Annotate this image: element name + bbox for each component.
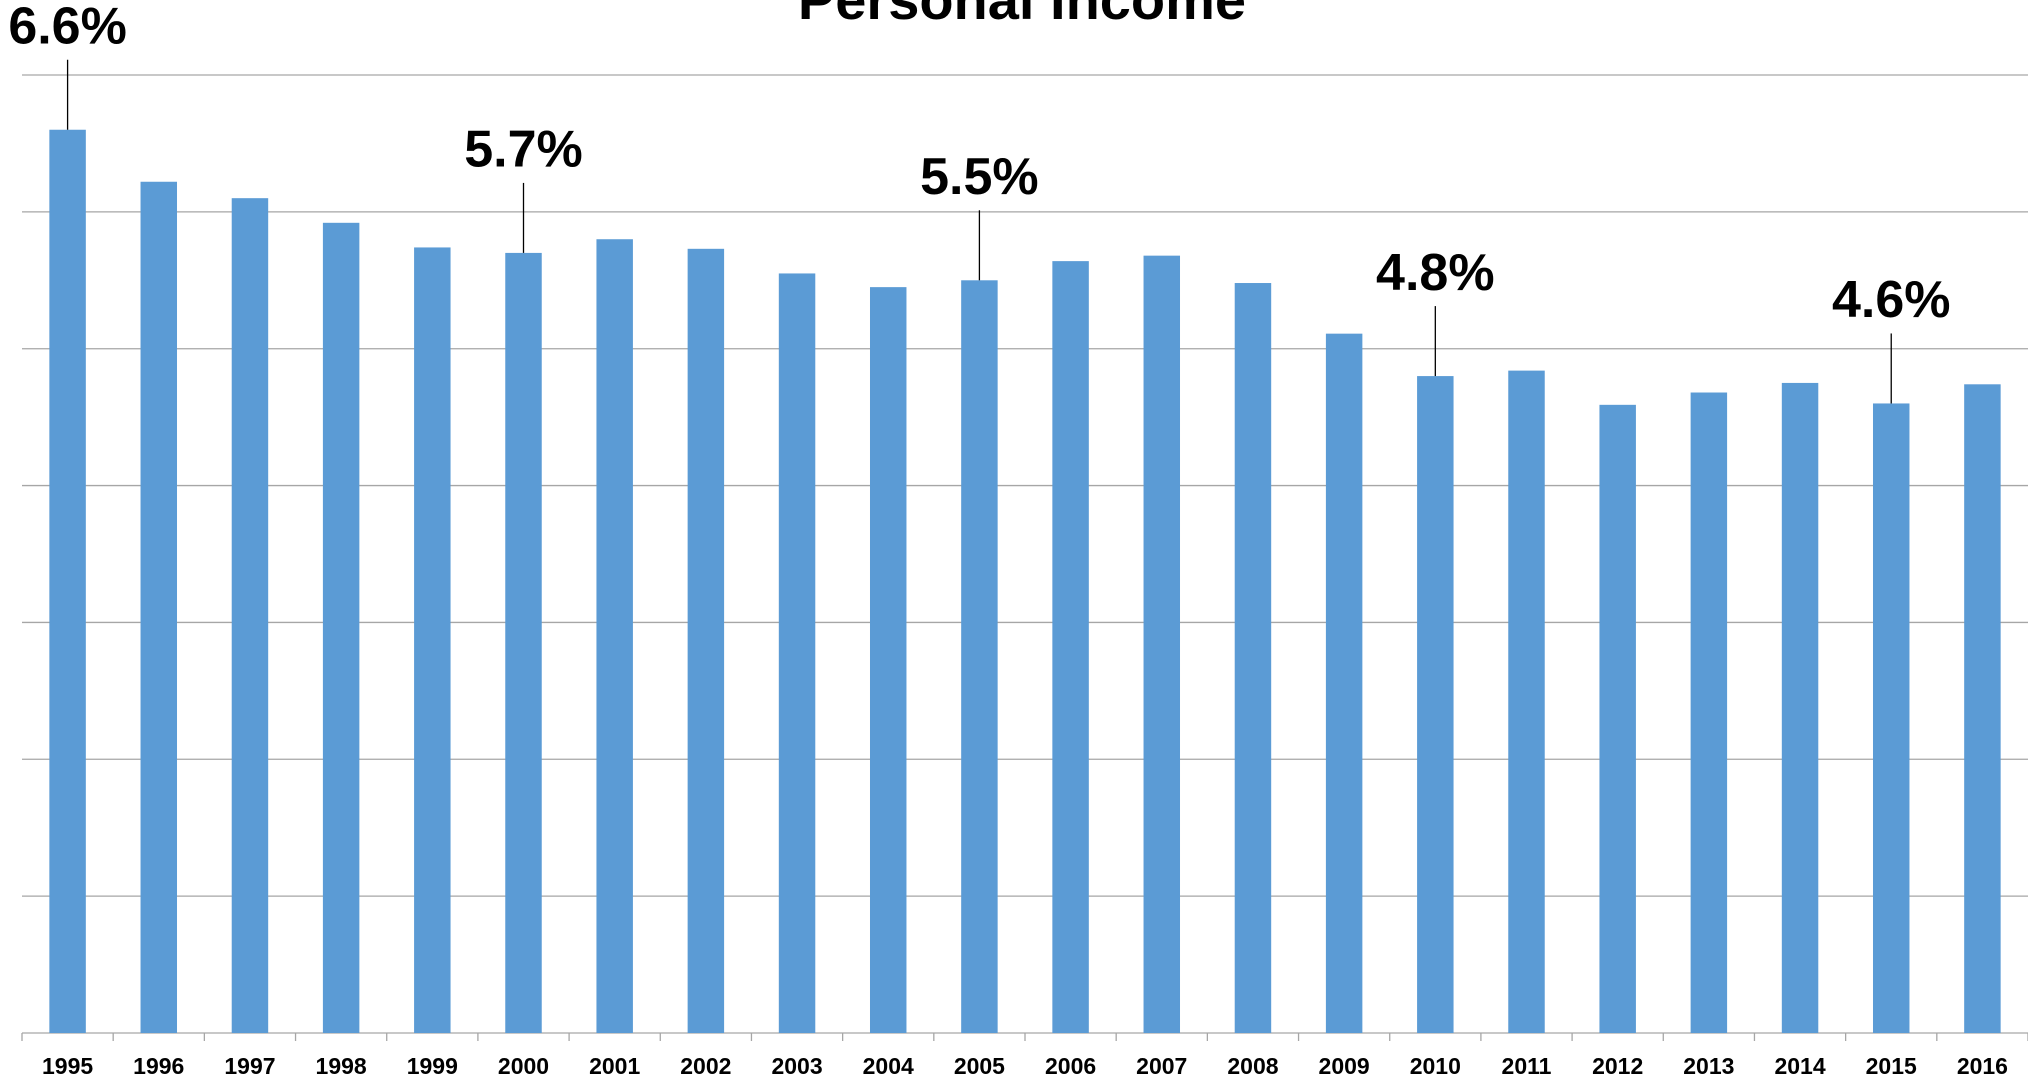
x-tick-label: 2016 <box>1957 1053 2008 1079</box>
bar <box>778 273 816 1033</box>
data-label: 6.6% <box>8 0 127 55</box>
x-tick-label: 2003 <box>771 1053 822 1079</box>
bar <box>1599 404 1636 1034</box>
data-label: 5.7% <box>464 121 583 179</box>
x-tick-label: 2011 <box>1502 1053 1552 1079</box>
x-tick-label: 2008 <box>1227 1053 1278 1079</box>
x-tick-label: 1998 <box>316 1053 367 1079</box>
bar <box>687 248 725 1033</box>
bar <box>1781 382 1819 1033</box>
bar <box>322 222 360 1033</box>
bar <box>1417 376 1454 1034</box>
x-tick-label: 1997 <box>224 1053 275 1079</box>
x-tick-label: 1995 <box>42 1053 93 1079</box>
x-tick-label: 2009 <box>1319 1053 1370 1079</box>
x-tick-label: 2001 <box>589 1053 640 1079</box>
x-tick-label: 2005 <box>954 1053 1005 1079</box>
bar <box>961 280 998 1033</box>
data-label: 5.5% <box>920 148 1039 206</box>
bar <box>231 198 269 1033</box>
chart-title: Personal Income <box>798 0 1246 31</box>
bar <box>1872 403 1910 1033</box>
x-tick-label: 2006 <box>1045 1053 1096 1079</box>
bar <box>1234 283 1272 1034</box>
bar <box>414 247 451 1033</box>
x-tick-label: 2000 <box>498 1053 549 1079</box>
bar <box>1325 333 1363 1033</box>
bar <box>140 181 178 1034</box>
x-tick-label: 2013 <box>1683 1053 1734 1079</box>
bar <box>869 287 907 1034</box>
bar <box>49 129 86 1033</box>
bar <box>505 252 542 1033</box>
x-tick-label: 2007 <box>1136 1053 1187 1079</box>
bar <box>1964 384 2001 1034</box>
bar <box>1143 255 1181 1033</box>
x-tick-label: 1996 <box>133 1053 184 1079</box>
bar <box>1508 370 1545 1033</box>
x-tick-label: 2014 <box>1774 1053 1825 1079</box>
x-tick-label: 2004 <box>863 1053 914 1079</box>
x-tick-label: 2010 <box>1410 1053 1461 1079</box>
data-label: 4.6% <box>1832 271 1951 329</box>
x-tick-label: 2002 <box>680 1053 731 1079</box>
bar <box>1690 392 1728 1034</box>
bar <box>596 239 633 1033</box>
x-tick-label: 2015 <box>1866 1053 1917 1079</box>
data-label: 4.8% <box>1376 244 1495 302</box>
x-tick-label: 1999 <box>407 1053 458 1079</box>
bar <box>1052 261 1089 1033</box>
x-tick-label: 2012 <box>1592 1053 1643 1079</box>
